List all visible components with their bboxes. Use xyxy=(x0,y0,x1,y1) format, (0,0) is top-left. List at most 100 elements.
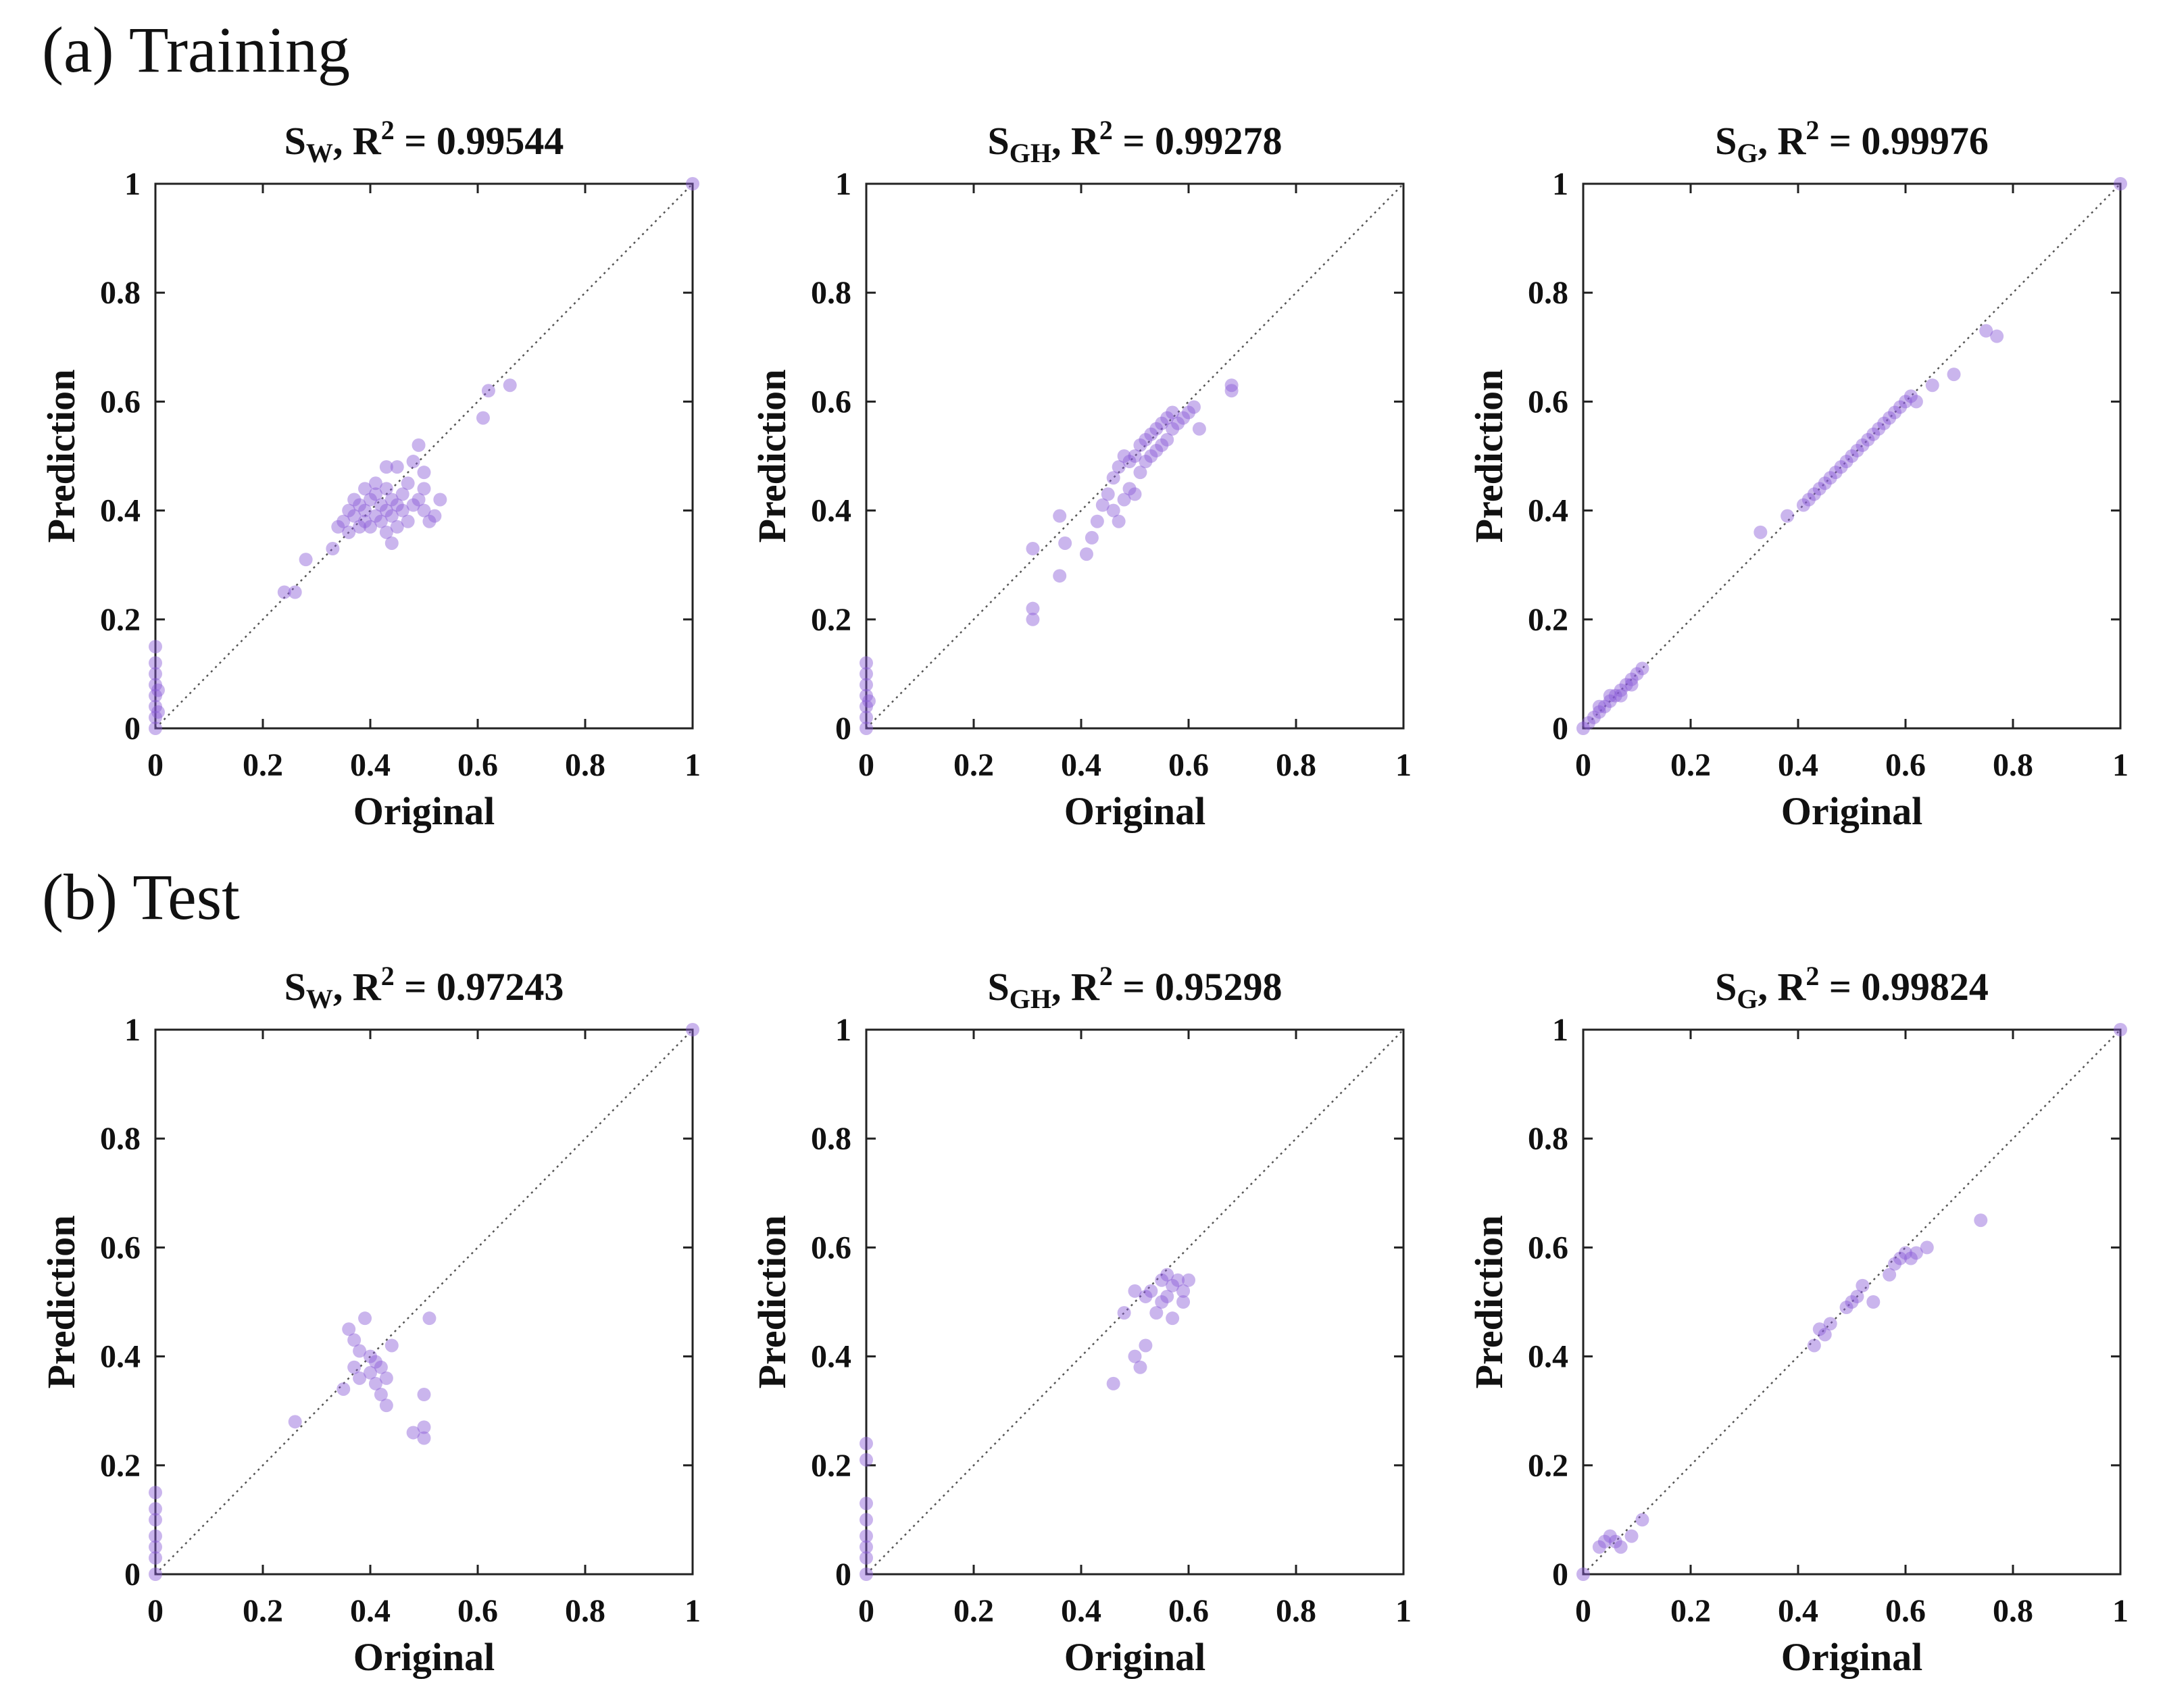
data-point xyxy=(417,503,431,518)
data-point xyxy=(1828,466,1843,480)
chart-title-part: = 0.99824 xyxy=(1819,965,1989,1009)
data-point xyxy=(1166,422,1180,436)
chart-title-part: G xyxy=(1737,138,1758,168)
data-point xyxy=(384,1338,399,1353)
data-point xyxy=(1624,678,1639,692)
y-tick-label: 0.4 xyxy=(100,493,141,529)
data-point xyxy=(1866,427,1881,441)
data-point xyxy=(1053,569,1067,583)
data-point xyxy=(401,476,415,491)
data-point xyxy=(1144,427,1158,441)
data-point xyxy=(1614,688,1628,703)
x-tick-label: 0 xyxy=(858,747,874,783)
data-point xyxy=(1576,722,1590,735)
y-tick-label: 0.8 xyxy=(811,275,851,311)
data-point xyxy=(1139,1289,1153,1303)
data-point xyxy=(1576,1567,1590,1581)
plot-frame xyxy=(154,182,694,730)
x-tick-label: 1 xyxy=(685,1593,701,1629)
data-point xyxy=(476,411,490,425)
chart-title-part: R xyxy=(1777,119,1806,163)
data-point xyxy=(860,1551,873,1565)
data-point xyxy=(503,378,517,393)
data-point xyxy=(384,536,399,550)
data-point xyxy=(406,1426,420,1440)
data-point xyxy=(358,482,372,496)
data-point xyxy=(417,1388,431,1402)
y-tick-label: 0 xyxy=(1552,1557,1568,1592)
data-point xyxy=(1128,1284,1142,1298)
data-point xyxy=(288,585,302,599)
data-point xyxy=(368,1376,382,1390)
data-point xyxy=(1090,514,1104,528)
y-tick-label: 0.6 xyxy=(1528,1230,1568,1265)
data-point xyxy=(299,553,313,567)
data-point xyxy=(342,525,356,539)
data-point xyxy=(395,487,409,501)
plot-frame xyxy=(865,1028,1405,1576)
x-tick-label: 0.6 xyxy=(457,747,498,783)
data-point xyxy=(1877,416,1891,430)
data-point xyxy=(1160,1267,1174,1282)
data-point xyxy=(1614,683,1628,697)
x-tick-label: 0 xyxy=(1575,1593,1591,1629)
data-point xyxy=(326,542,340,556)
data-point xyxy=(1144,1284,1158,1298)
chart-panel-a-2: 00 0.2 0.2 0.4 0.4 0.6 0.6 0.8 0.8 1 1 Original Pred… xyxy=(750,115,1412,833)
data-point xyxy=(433,493,447,507)
data-point xyxy=(1166,405,1180,420)
data-point xyxy=(1122,455,1137,469)
chart-title-part: 2 xyxy=(381,115,395,145)
data-point xyxy=(1133,438,1147,452)
data-point xyxy=(1166,1311,1180,1326)
chart-title-part: S xyxy=(284,965,306,1009)
data-point xyxy=(1614,1540,1628,1554)
data-point xyxy=(149,1540,162,1554)
data-point xyxy=(860,678,873,692)
y-tick-label: 0.4 xyxy=(1528,493,1568,529)
chart-title-part: G xyxy=(1737,984,1758,1014)
data-point xyxy=(1850,1289,1864,1303)
y-tick-label: 0.8 xyxy=(100,1121,141,1157)
data-point xyxy=(1106,1376,1120,1390)
data-point xyxy=(1781,509,1795,523)
x-tick-label: 0 xyxy=(147,1593,164,1629)
data-point xyxy=(1990,329,2004,343)
chart-title-part: = 0.95298 xyxy=(1113,965,1283,1009)
chart-title-part: = 0.99976 xyxy=(1819,119,1989,163)
data-point xyxy=(1619,678,1633,692)
data-point xyxy=(1128,487,1142,501)
x-tick-label: 0.2 xyxy=(1670,1593,1711,1629)
data-point xyxy=(368,476,382,491)
data-point xyxy=(860,1436,873,1451)
data-point xyxy=(1866,1295,1881,1309)
data-point xyxy=(1807,487,1821,501)
x-tick-label: 0.8 xyxy=(565,1593,605,1629)
data-point xyxy=(342,1322,356,1336)
x-tick-label: 0 xyxy=(1575,747,1591,783)
chart-title-part: 2 xyxy=(1806,961,1819,991)
data-point xyxy=(1899,1246,1912,1260)
section-label-test: (b) Test xyxy=(42,861,240,933)
x-tick-label: 0.4 xyxy=(350,747,391,783)
data-point xyxy=(151,705,165,719)
data-point xyxy=(1053,509,1067,523)
y-tick-label: 1 xyxy=(1552,166,1568,202)
x-tick-label: 0.8 xyxy=(1276,747,1316,783)
data-point xyxy=(417,1420,431,1434)
data-point xyxy=(1085,530,1099,545)
data-point xyxy=(1139,1338,1153,1353)
data-point xyxy=(1101,487,1115,501)
data-point xyxy=(364,493,377,507)
y-tick-label: 1 xyxy=(1552,1012,1568,1048)
chart-panel-b-2: 00 0.2 0.2 0.4 0.4 0.6 0.6 0.8 0.8 1 1 Original Pred… xyxy=(750,961,1412,1679)
data-point xyxy=(1624,672,1639,686)
data-point xyxy=(1888,1257,1902,1271)
y-axis-label: Prediction xyxy=(39,1215,83,1389)
y-tick-label: 0.6 xyxy=(811,384,851,420)
chart-title: SW, R2 = 0.99544 xyxy=(284,115,564,168)
data-point xyxy=(1856,1278,1870,1292)
data-point xyxy=(1176,411,1191,425)
data-point xyxy=(1117,449,1131,463)
